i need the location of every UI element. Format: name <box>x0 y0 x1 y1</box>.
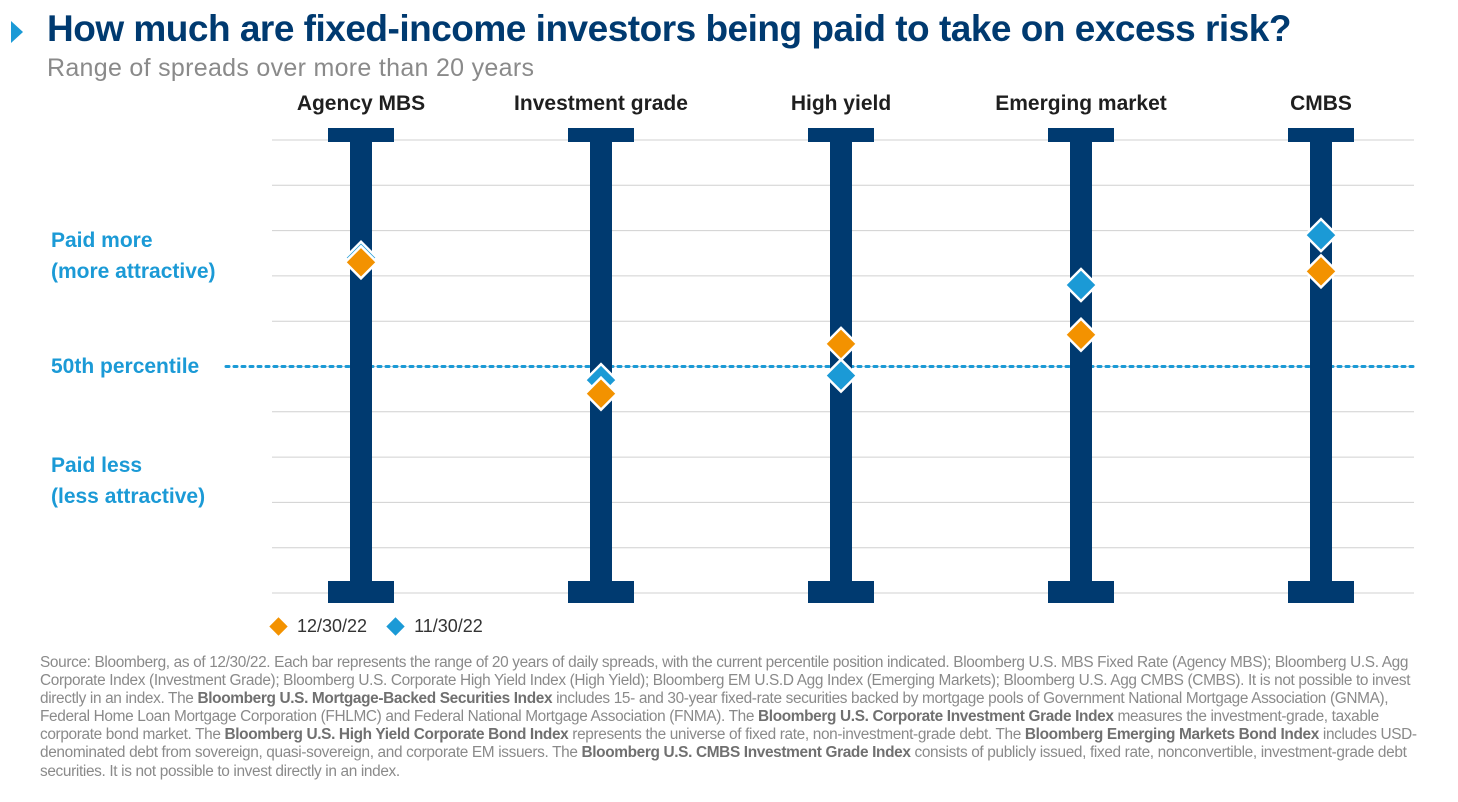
range-bar-stem <box>1070 140 1092 593</box>
range-bar-bottom-cap <box>568 581 634 603</box>
footnote-text-6: consists of publicly issued, fixed rate,… <box>40 744 1407 780</box>
footnote-index-4: Bloomberg Emerging Markets Bond Index <box>1024 726 1319 744</box>
range-chart: Agency MBS Investment grade High yield Emer… <box>224 92 1418 603</box>
range-bar-bottom-cap <box>328 581 394 603</box>
paid-more-label: Paid more (more attractive) <box>51 225 216 287</box>
median-label: 50th percentile <box>51 355 200 378</box>
paid-less-line1: Paid less <box>51 454 143 477</box>
range-bar-top-cap <box>328 128 394 142</box>
chart-subtitle: Range of spreads over more than 20 years <box>47 54 535 82</box>
chart-title: How much are fixed-income investors bein… <box>47 8 1291 49</box>
range-bar-top-cap <box>1048 128 1114 142</box>
footnote-text-3: measures the investment-grade, taxable c… <box>40 708 1379 744</box>
footnote-index-2: Bloomberg U.S. Corporate Investment Grad… <box>758 708 1114 726</box>
range-bar-bottom-cap <box>1048 581 1114 603</box>
footnote-index-5: Bloomberg U.S. CMBS Investment Grade Ind… <box>581 744 911 762</box>
legend-item-dec: 12/30/22 <box>269 616 368 637</box>
footnote-index-1: Bloomberg U.S. Mortgage-Backed Securitie… <box>197 690 553 708</box>
marker-dec <box>583 375 619 412</box>
marker-dec <box>823 326 859 362</box>
source-footnote: Source: Bloomberg, as of 12/30/22. Each … <box>40 654 1435 781</box>
footnote-index-3: Bloomberg U.S. High Yield Corporate Bond… <box>224 726 569 744</box>
range-bar-top-cap <box>568 128 634 142</box>
marker-dec <box>343 244 379 281</box>
legend-label-dec: 12/30/22 <box>297 616 368 636</box>
title-arrow-icon <box>11 21 23 43</box>
range-bar-top-cap <box>1288 128 1354 142</box>
range-bar-bottom-cap <box>808 581 874 603</box>
range-bar-stem <box>350 140 372 593</box>
orange-diamond-icon <box>269 617 288 636</box>
legend-item-nov: 11/30/22 <box>386 616 483 637</box>
range-bar-top-cap <box>808 128 874 142</box>
paid-less-line2: (less attractive) <box>51 485 206 508</box>
range-bar-bottom-cap <box>1288 581 1354 603</box>
category-label: Agency MBS <box>297 92 425 115</box>
legend-label-nov: 11/30/22 <box>414 616 483 636</box>
category-label: CMBS <box>1290 92 1352 115</box>
paid-more-line2: (more attractive) <box>51 260 216 283</box>
marker-dec <box>1303 253 1339 290</box>
category-label: High yield <box>791 92 891 115</box>
marker-nov <box>823 357 859 394</box>
category-labels: Agency MBS Investment grade High yield Emer… <box>297 92 1352 115</box>
category-label: Emerging market <box>995 92 1167 115</box>
markers <box>343 217 1339 412</box>
marker-dec <box>1063 317 1099 353</box>
footnote-text-1: Source: Bloomberg, as of 12/30/22. Each … <box>40 654 1411 708</box>
footnote-text-2: includes 15- and 30-year fixed-rate secu… <box>40 690 1389 726</box>
range-bar-stem <box>1310 140 1332 593</box>
footnote-text-5: includes USD-denominated debt from sover… <box>40 726 1417 762</box>
blue-diamond-icon <box>386 617 405 636</box>
marker-nov <box>1303 217 1339 253</box>
legend: 12/30/22 11/30/22 <box>269 616 505 637</box>
footnote-text-4: represents the universe of fixed rate, n… <box>568 726 1025 744</box>
paid-more-line1: Paid more <box>51 229 153 252</box>
paid-less-label: Paid less (less attractive) <box>51 450 205 512</box>
marker-nov <box>1063 267 1099 303</box>
category-label: Investment grade <box>514 92 688 115</box>
